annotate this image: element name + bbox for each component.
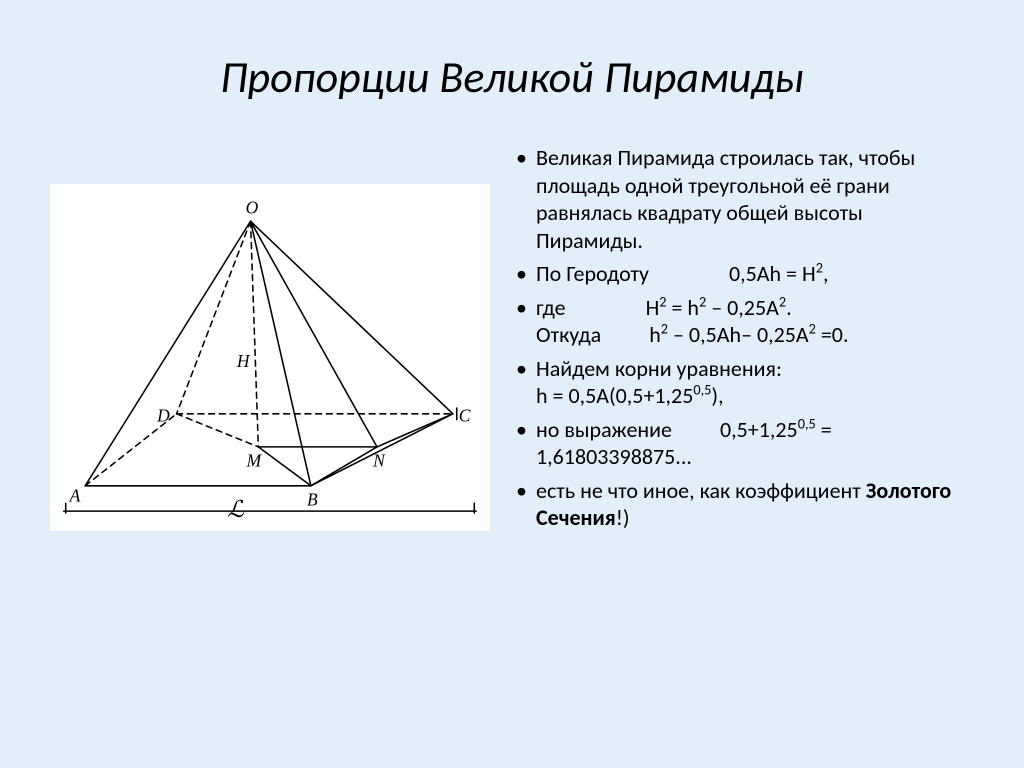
svg-text:A: A xyxy=(69,485,81,505)
bullet-item: Найдем корни уравнения:h = 0,5A(0,5+1,25… xyxy=(510,355,964,410)
content-row: O A B C D M N H ℒ Великая Пирамида строилась так… xyxy=(50,144,974,538)
svg-text:N: N xyxy=(372,450,386,470)
svg-text:C: C xyxy=(459,406,471,426)
pyramid-figure: O A B C D M N H ℒ xyxy=(50,184,490,531)
bullet-list: Великая Пирамида строилась так, чтобы пл… xyxy=(510,144,974,538)
svg-text:ℒ: ℒ xyxy=(227,497,245,523)
bullet-item: гдеH2 = h2 – 0,25A2.Откудаh2 – 0,5Ah– 0,… xyxy=(510,294,964,349)
bullet-item: По Геродоту0,5Ah = H2, xyxy=(510,260,964,288)
svg-text:O: O xyxy=(246,197,259,217)
svg-text:M: M xyxy=(246,450,263,470)
slide-title: Пропорции Великой Пирамиды xyxy=(50,50,974,104)
svg-text:H: H xyxy=(236,351,251,371)
svg-text:D: D xyxy=(156,406,170,426)
bullet-item: есть не что иное, как коэффициент Золото… xyxy=(510,477,964,532)
bullet-item: Великая Пирамида строилась так, чтобы пл… xyxy=(510,144,964,254)
bullet-item: но выражение0,5+1,250,5 = 1,61803398875.… xyxy=(510,416,964,471)
pyramid-svg: O A B C D M N H ℒ xyxy=(56,194,484,525)
svg-text:B: B xyxy=(307,489,318,509)
